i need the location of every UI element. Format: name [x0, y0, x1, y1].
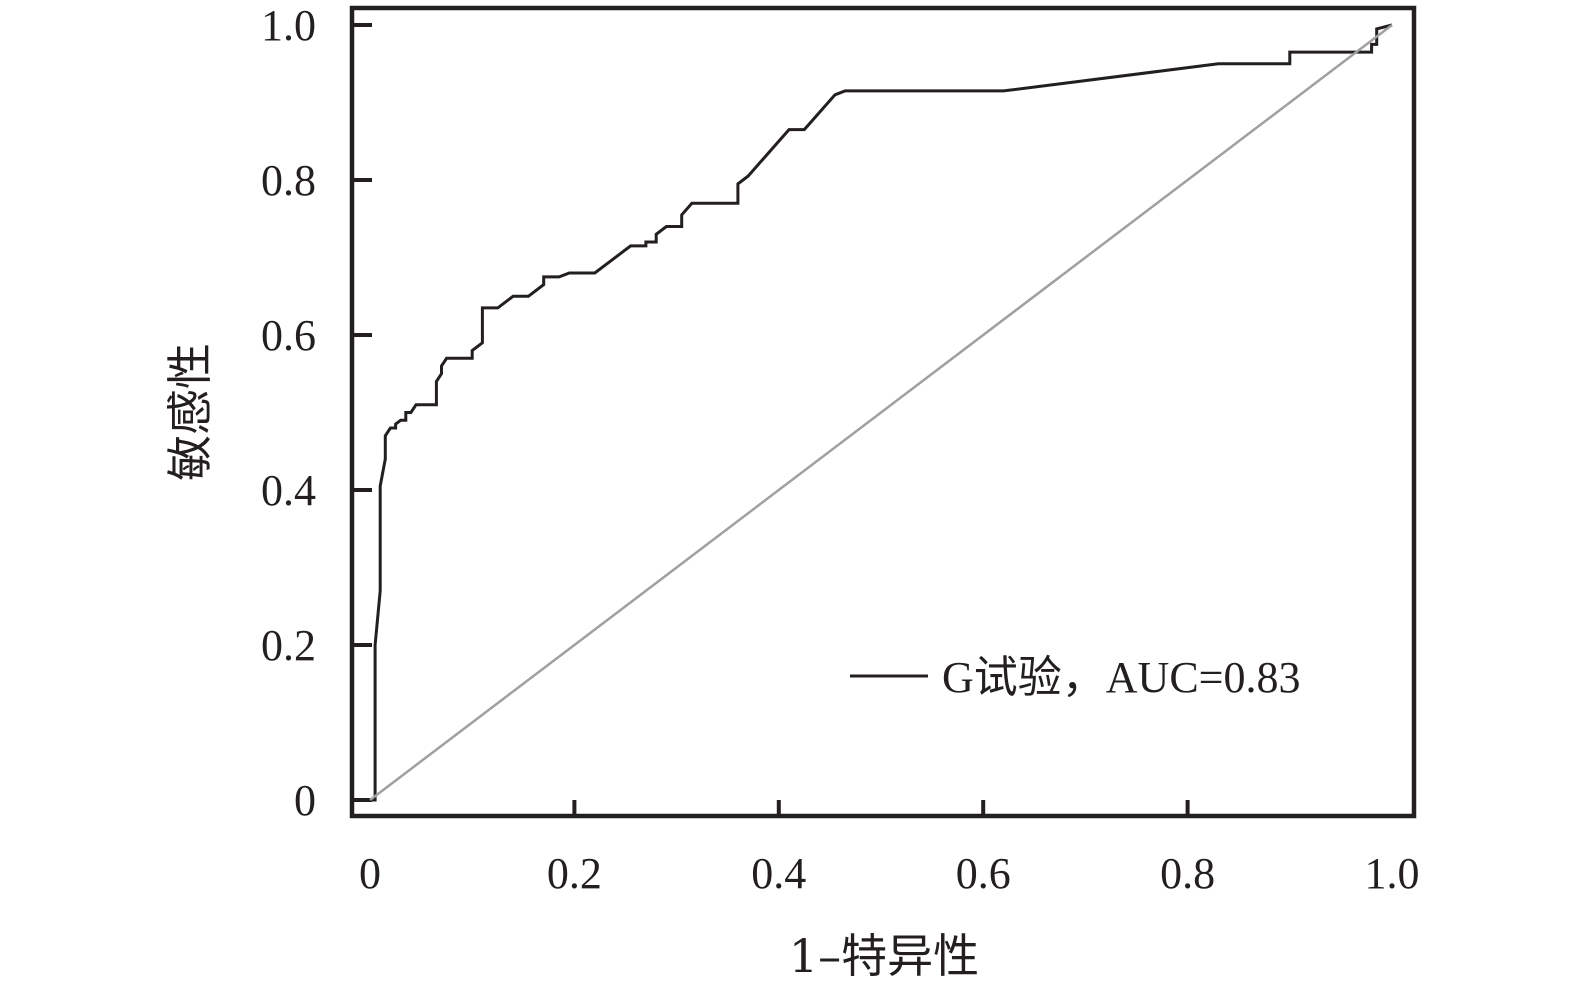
x-tick-label: 0.4	[751, 849, 806, 898]
x-tick-label: 0.8	[1160, 849, 1215, 898]
x-tick-label: 0.6	[956, 849, 1011, 898]
x-tick-label: 1.0	[1365, 849, 1420, 898]
x-axis-title: 1–特异性	[789, 929, 979, 983]
x-tick-label: 0.2	[547, 849, 602, 898]
y-tick-label: 1.0	[261, 1, 316, 50]
reference-diagonal-line	[369, 24, 1393, 801]
plot-area: 0 0.2 0.4 0.6 0.8 1.0 0 0.2 0.4 0.6 0.8 1.0	[261, 1, 1420, 898]
y-tick-label: 0.8	[261, 156, 316, 205]
legend-label: G试验，AUC=0.83	[942, 653, 1301, 702]
y-tick-label: 0	[294, 776, 316, 825]
x-tick-label: 0	[359, 849, 381, 898]
y-tick-label: 0.2	[261, 621, 316, 670]
roc-curve-line	[370, 23, 1393, 802]
series-layer	[369, 23, 1393, 802]
plot-frame	[349, 5, 1417, 819]
y-axis: 0 0.2 0.4 0.6 0.8 1.0	[261, 1, 372, 825]
y-tick-label: 0.4	[261, 466, 316, 515]
y-tick-label: 0.6	[261, 311, 316, 360]
x-axis: 0 0.2 0.4 0.6 0.8 1.0	[359, 800, 1420, 898]
y-axis-title: 敏感性	[163, 343, 217, 481]
legend: G试验，AUC=0.83	[850, 653, 1301, 702]
